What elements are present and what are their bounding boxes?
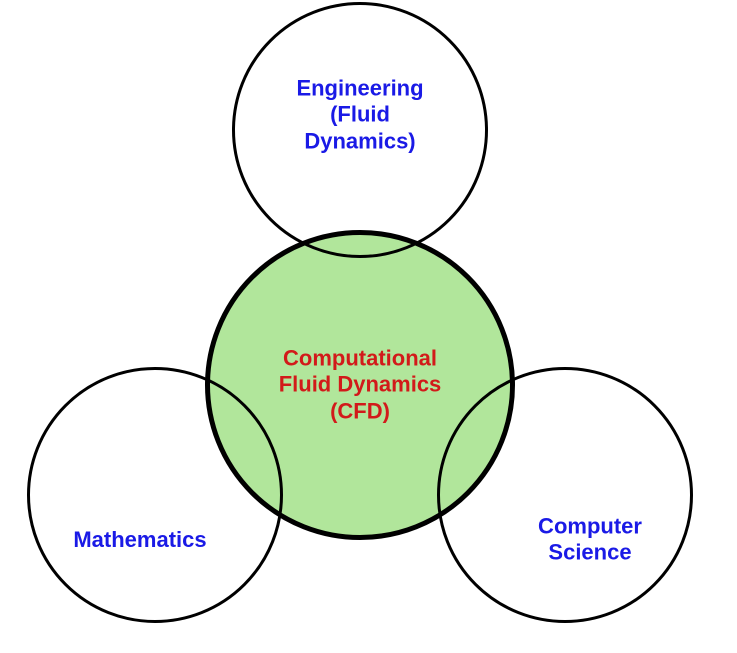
label-computer-science: Computer Science bbox=[538, 514, 642, 567]
venn-diagram: Computational Fluid Dynamics (CFD) Engin… bbox=[0, 0, 737, 653]
outer-circle-mathematics bbox=[27, 367, 283, 623]
outer-circle-computer-science bbox=[437, 367, 693, 623]
label-mathematics: Mathematics bbox=[73, 527, 206, 553]
label-engineering: Engineering (Fluid Dynamics) bbox=[296, 75, 423, 154]
center-label-cfd: Computational Fluid Dynamics (CFD) bbox=[279, 345, 442, 424]
